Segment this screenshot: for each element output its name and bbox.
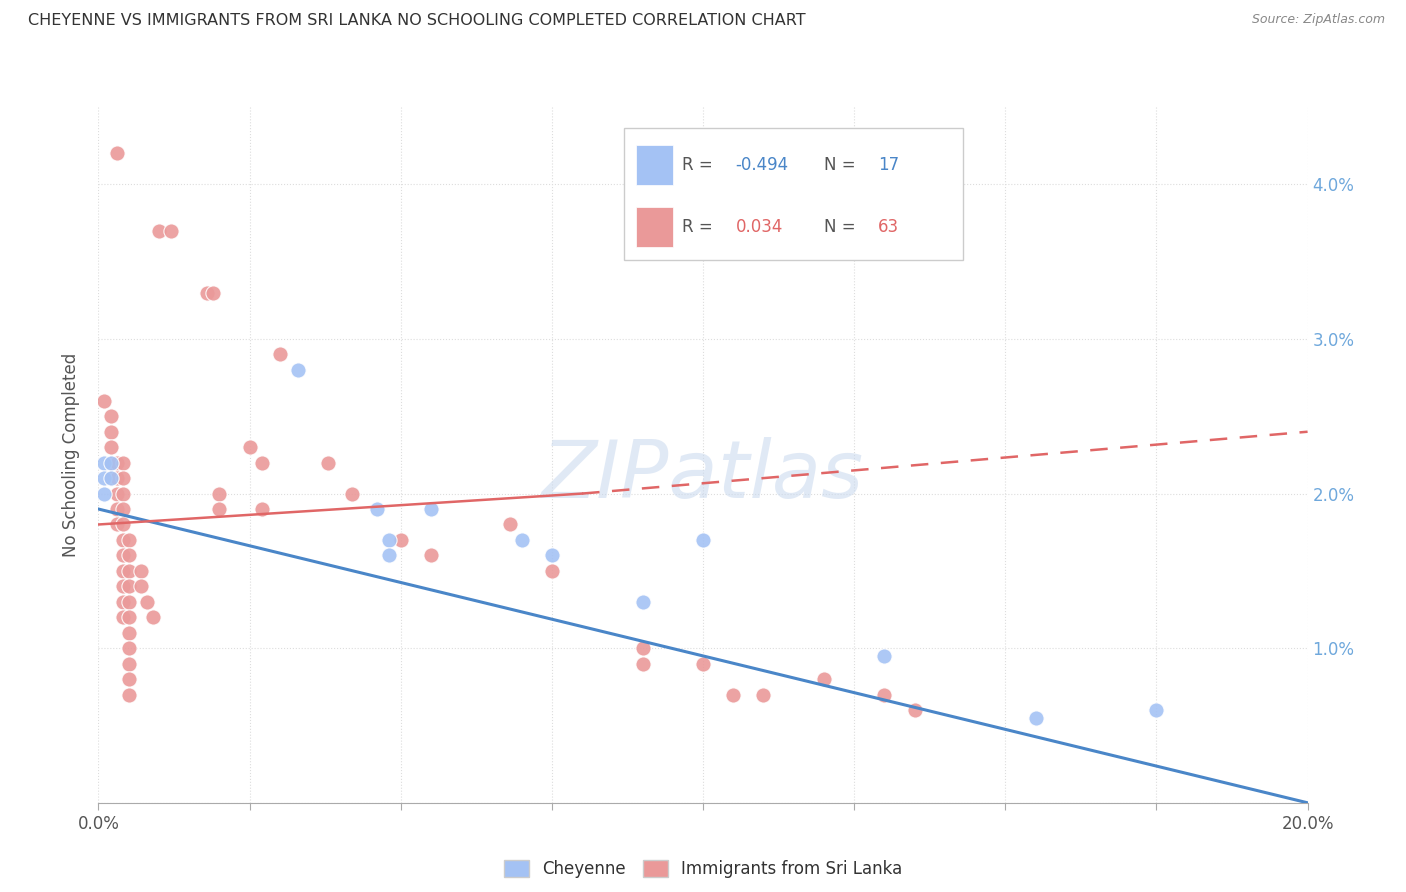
FancyBboxPatch shape (637, 207, 673, 247)
Point (1024, 711, 1046, 725)
Point (111, 456, 134, 470)
Point (100, 425, 122, 439)
Point (342, 486, 364, 500)
Point (105, 146, 128, 161)
Point (111, 471, 134, 485)
Point (208, 502, 231, 516)
Point (118, 625, 141, 640)
Point (142, 610, 165, 624)
Point (111, 595, 134, 609)
Point (813, 672, 835, 686)
Text: Source: ZipAtlas.com: Source: ZipAtlas.com (1251, 13, 1385, 27)
Point (105, 486, 128, 500)
Point (118, 564, 141, 578)
Point (540, 564, 562, 578)
Point (389, 533, 412, 547)
Point (105, 517, 128, 532)
Text: 0.034: 0.034 (735, 218, 783, 236)
Point (723, 688, 745, 702)
Point (100, 471, 122, 485)
Point (100, 440, 122, 454)
Point (100, 456, 122, 470)
Point (111, 486, 134, 500)
Point (1144, 703, 1167, 717)
Point (510, 533, 533, 547)
Point (100, 456, 122, 470)
Point (287, 363, 309, 377)
Point (129, 579, 152, 593)
Text: 17: 17 (879, 156, 900, 174)
Point (135, 595, 157, 609)
Point (93, 486, 115, 500)
Text: N =: N = (824, 218, 860, 236)
Point (692, 657, 714, 671)
Point (873, 688, 896, 702)
Point (208, 486, 231, 500)
Y-axis label: No Schooling Completed: No Schooling Completed (62, 353, 80, 557)
Point (316, 456, 339, 470)
Point (105, 502, 128, 516)
Point (692, 533, 714, 547)
Point (111, 517, 134, 532)
Point (904, 703, 927, 717)
Point (269, 347, 291, 361)
Text: -0.494: -0.494 (735, 156, 789, 174)
Point (118, 533, 141, 547)
Legend: Cheyenne, Immigrants from Sri Lanka: Cheyenne, Immigrants from Sri Lanka (498, 854, 908, 885)
Point (118, 657, 141, 671)
Point (420, 549, 443, 563)
Point (111, 549, 134, 563)
Point (105, 471, 128, 485)
Point (111, 579, 134, 593)
Point (111, 502, 134, 516)
Point (195, 285, 218, 300)
Point (111, 610, 134, 624)
Point (631, 641, 654, 656)
Text: R =: R = (682, 218, 718, 236)
Point (148, 224, 170, 238)
Point (93, 471, 115, 485)
Point (118, 579, 141, 593)
Text: N =: N = (824, 156, 860, 174)
Text: 63: 63 (879, 218, 900, 236)
Point (118, 549, 141, 563)
Point (160, 224, 183, 238)
Point (118, 610, 141, 624)
Point (118, 641, 141, 656)
FancyBboxPatch shape (637, 145, 673, 185)
Point (239, 440, 262, 454)
Point (93, 456, 115, 470)
Point (105, 456, 128, 470)
Point (377, 549, 399, 563)
Point (377, 533, 399, 547)
Text: ZIPatlas: ZIPatlas (541, 437, 865, 515)
Point (118, 672, 141, 686)
Point (498, 517, 520, 532)
Point (752, 688, 775, 702)
Point (366, 502, 388, 516)
Point (93, 393, 115, 408)
Point (100, 409, 122, 424)
Point (250, 502, 273, 516)
Point (100, 471, 122, 485)
Point (111, 564, 134, 578)
Point (540, 549, 562, 563)
Point (118, 688, 141, 702)
Point (118, 595, 141, 609)
Text: R =: R = (682, 156, 718, 174)
Point (420, 502, 443, 516)
Point (250, 456, 273, 470)
Point (873, 648, 896, 663)
Point (631, 657, 654, 671)
Point (631, 595, 654, 609)
FancyBboxPatch shape (624, 128, 963, 260)
Point (111, 533, 134, 547)
Point (202, 285, 225, 300)
Text: CHEYENNE VS IMMIGRANTS FROM SRI LANKA NO SCHOOLING COMPLETED CORRELATION CHART: CHEYENNE VS IMMIGRANTS FROM SRI LANKA NO… (28, 13, 806, 29)
Point (129, 564, 152, 578)
